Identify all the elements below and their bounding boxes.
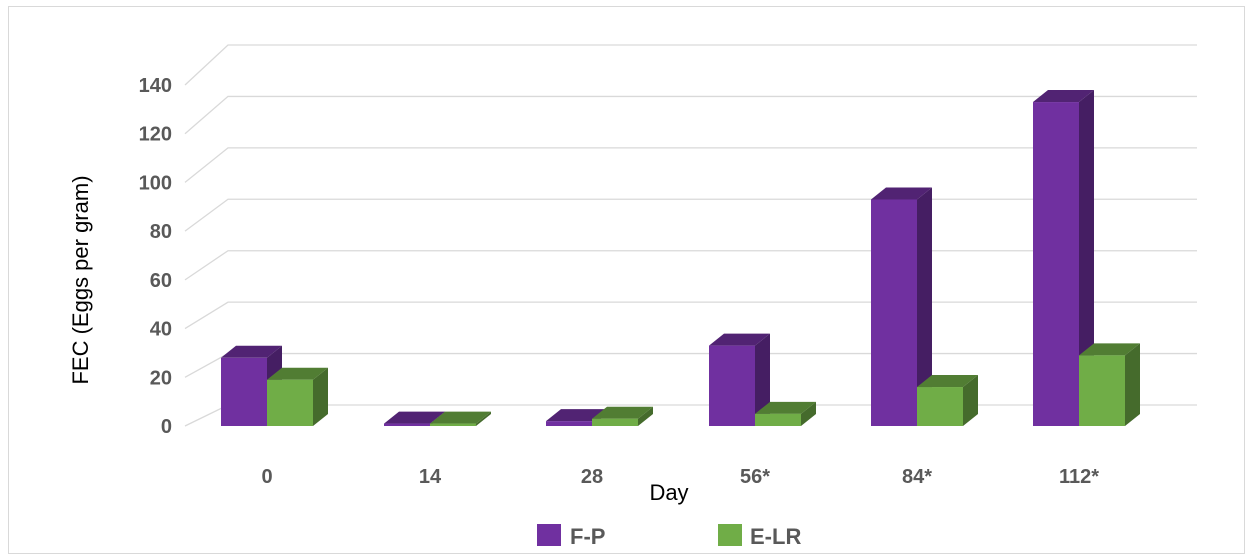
y-tick-label: 40: [150, 319, 172, 341]
bar-top: [755, 401, 816, 414]
y-tick-label: 140: [139, 75, 172, 97]
bar-f-p-84*: [871, 187, 932, 426]
bar-front: [709, 345, 755, 426]
bar-side: [638, 406, 653, 426]
bar-e-lr-0: [267, 367, 328, 426]
legend-swatch: [718, 524, 742, 546]
y-axis-title: FEC (Eggs per gram): [68, 175, 93, 384]
bar-f-p-56*: [709, 333, 770, 426]
legend-item-e-lr: E-LR: [718, 524, 801, 549]
bar-f-p-112*: [1033, 90, 1094, 427]
bar-front: [871, 199, 917, 426]
bar-side: [755, 333, 770, 426]
gridline: [184, 95, 1197, 135]
x-tick-label: 112*: [1059, 466, 1099, 488]
bar-front: [1079, 355, 1125, 426]
bar-top: [384, 411, 445, 424]
bar-e-lr-56*: [755, 401, 816, 426]
bar-side: [1079, 90, 1094, 427]
bar-front: [384, 423, 430, 426]
gridline: [184, 147, 1197, 183]
legend-label: F-P: [570, 524, 605, 549]
y-tick-label: 60: [150, 270, 172, 292]
bar-top: [709, 333, 770, 346]
bar-front: [430, 423, 476, 426]
bar-e-lr-14: [430, 411, 491, 426]
y-tick-label: 80: [150, 221, 172, 243]
x-tick-label: 56*: [740, 466, 770, 488]
bar-front: [267, 379, 313, 426]
y-tick-label: 120: [139, 124, 172, 146]
y-tick-label: 100: [139, 172, 172, 194]
bar-top: [430, 411, 491, 424]
bar-top: [871, 187, 932, 200]
bar-group: [221, 90, 1140, 427]
x-tick-label: 84*: [902, 466, 932, 488]
bar-e-lr-28: [592, 406, 653, 426]
bar-e-lr-84*: [917, 375, 978, 426]
bar-side: [313, 367, 328, 426]
x-tick-label: 0: [261, 466, 272, 488]
gridline: [184, 44, 1197, 86]
bar-top: [546, 409, 607, 422]
bar-front: [592, 418, 638, 426]
bar-front: [221, 357, 267, 426]
y-tick-label: 20: [150, 367, 172, 389]
bar-side: [917, 187, 932, 426]
x-axis-ticks: 0 14 28 56* 84* 112*: [261, 466, 1099, 488]
bar-side: [1125, 343, 1140, 426]
x-axis-title: Day: [649, 480, 688, 505]
y-tick-label: 0: [161, 416, 172, 438]
bar-front: [917, 387, 963, 426]
legend-swatch: [537, 524, 561, 546]
x-tick-label: 28: [581, 466, 603, 488]
bar-top: [267, 367, 328, 380]
bar-front: [755, 413, 801, 426]
bar-top: [592, 406, 653, 419]
bar-top: [221, 345, 282, 358]
y-axis-ticks: 0 20 40 60 80 100 120 140: [139, 75, 172, 438]
x-tick-label: 14: [419, 466, 442, 488]
legend: F-P E-LR: [537, 524, 801, 549]
bar-front: [1033, 102, 1079, 427]
bar-top: [917, 375, 978, 388]
bar-side: [476, 411, 491, 426]
bar-top: [1079, 343, 1140, 356]
bar-top: [1033, 90, 1094, 103]
legend-item-f-p: F-P: [537, 524, 605, 549]
bar-side: [801, 401, 816, 426]
bar-front: [546, 421, 592, 426]
legend-label: E-LR: [750, 524, 801, 549]
bar-side: [963, 375, 978, 426]
bar-e-lr-112*: [1079, 343, 1140, 426]
